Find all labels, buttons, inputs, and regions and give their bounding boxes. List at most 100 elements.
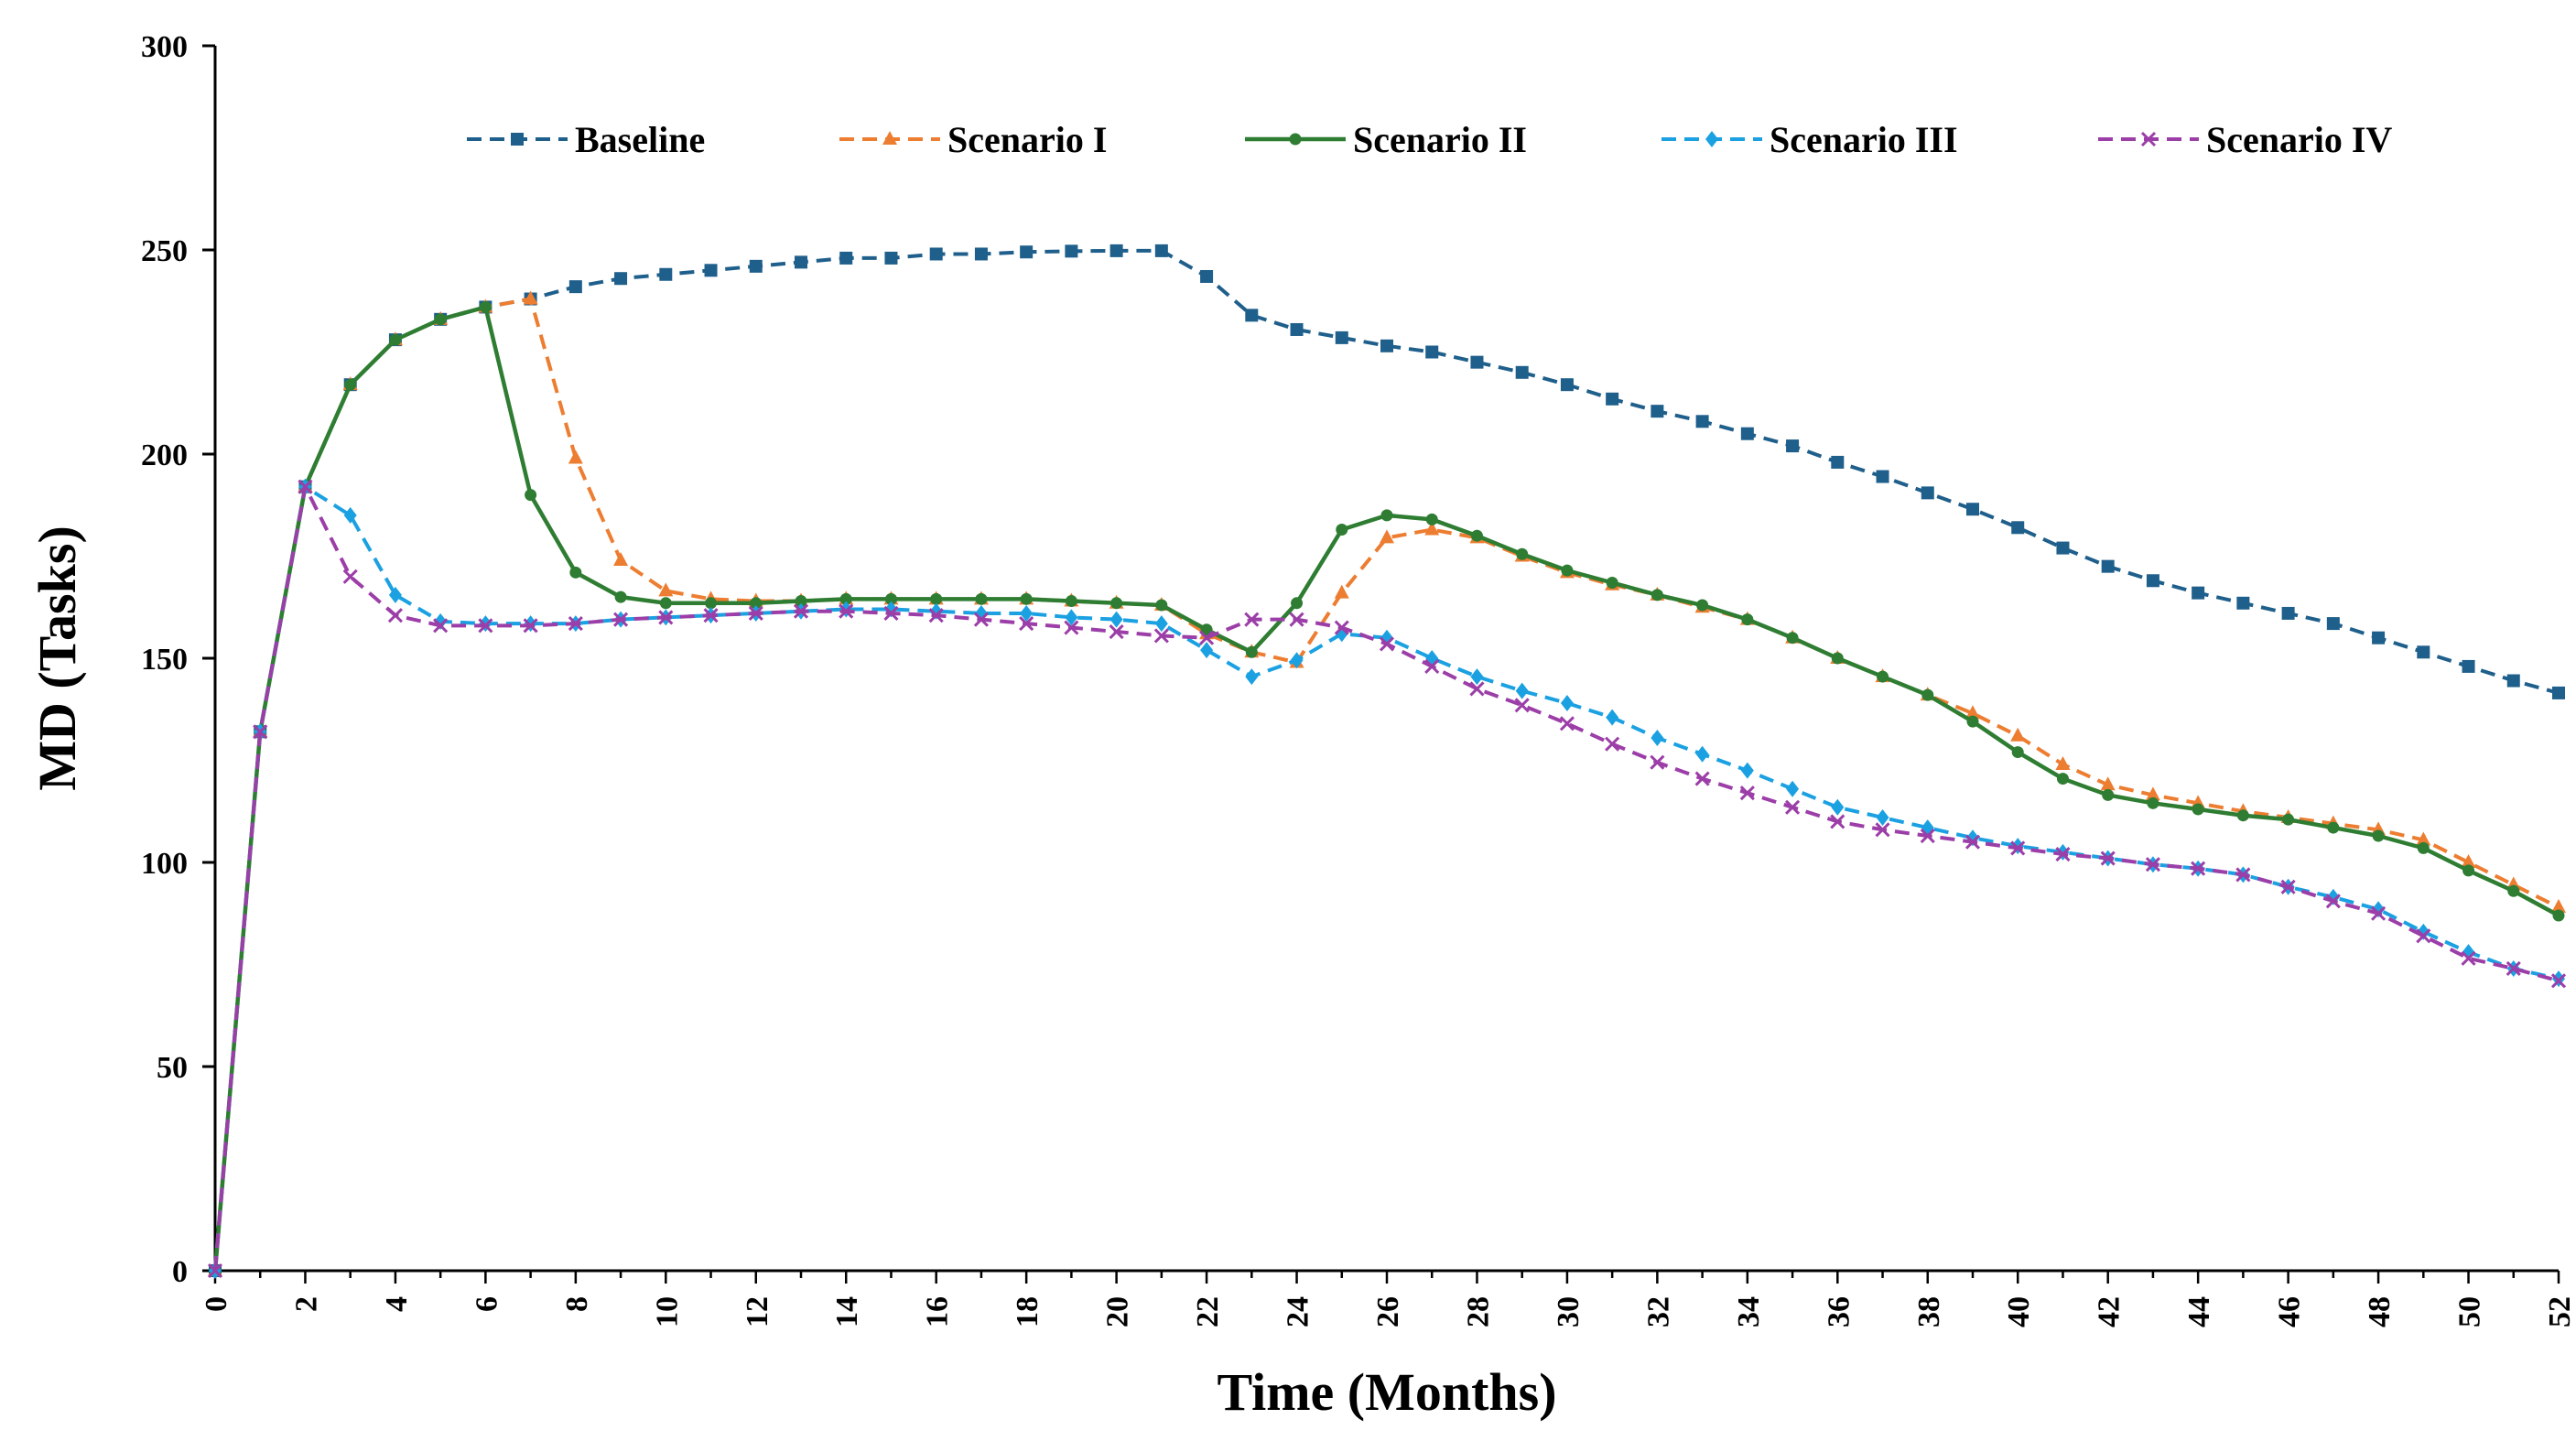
- series-line-baseline: [213, 248, 2560, 1272]
- data-point-scenario-ii: [2327, 821, 2340, 834]
- legend-marker-scenario-iv: [2140, 131, 2157, 147]
- y-tick-label: 300: [141, 30, 188, 64]
- data-point-scenario-i: [2055, 755, 2071, 770]
- x-tick-label: 42: [2093, 1296, 2127, 1327]
- x-tick-label: 22: [1191, 1296, 1225, 1327]
- data-point-baseline: [1154, 244, 1168, 257]
- data-point-baseline: [1470, 355, 1484, 369]
- data-point-scenario-ii: [2236, 809, 2249, 822]
- data-point-scenario-iii: [1200, 642, 1214, 659]
- data-point-baseline: [2372, 631, 2386, 645]
- data-point-baseline: [1876, 470, 1889, 483]
- data-point-scenario-iii: [1560, 695, 1574, 712]
- x-tick-label: 30: [1552, 1296, 1586, 1327]
- x-tick-label: 4: [380, 1296, 414, 1312]
- legend-label-baseline: Baseline: [575, 119, 705, 160]
- data-point-scenario-iv: [1153, 628, 1169, 644]
- data-point-scenario-ii: [2011, 746, 2024, 759]
- data-point-scenario-ii: [2147, 796, 2159, 809]
- data-point-scenario-iii: [1740, 762, 1754, 779]
- data-point-baseline: [1606, 392, 1619, 406]
- data-point-scenario-ii: [1561, 564, 1574, 577]
- data-point-scenario-i: [2100, 776, 2116, 791]
- data-point-scenario-iv: [298, 479, 313, 494]
- data-point-scenario-ii: [1741, 613, 1754, 626]
- data-point-scenario-i: [568, 450, 583, 464]
- data-point-scenario-ii: [750, 597, 763, 610]
- data-point-scenario-iv: [1019, 616, 1034, 632]
- data-point-baseline: [1921, 486, 1934, 500]
- data-point-baseline: [1515, 365, 1529, 379]
- x-tick-label: 12: [741, 1296, 774, 1327]
- data-point-baseline: [1380, 339, 1393, 352]
- data-point-scenario-iv: [478, 618, 493, 634]
- data-point-baseline: [2192, 586, 2205, 600]
- data-point-scenario-iv: [2325, 894, 2341, 909]
- x-tick-label: 34: [1732, 1296, 1766, 1327]
- data-point-scenario-iv: [1289, 612, 1304, 627]
- data-point-scenario-ii: [1380, 509, 1393, 522]
- legend-item-scenario-iv: Scenario IV: [2098, 119, 2392, 160]
- data-point-scenario-iii: [343, 506, 357, 524]
- data-point-baseline: [704, 264, 718, 277]
- data-point-scenario-ii: [795, 595, 807, 608]
- data-point-scenario-ii: [705, 597, 718, 610]
- series-scenario-iv: [207, 479, 2567, 1279]
- data-point-scenario-iv: [1514, 698, 1530, 713]
- data-point-scenario-ii: [1336, 524, 1348, 536]
- data-point-scenario-ii: [2372, 829, 2385, 842]
- data-point-scenario-iii: [1065, 609, 1078, 626]
- data-point-scenario-i: [2145, 786, 2160, 801]
- data-point-scenario-ii: [2417, 841, 2430, 854]
- data-point-baseline: [795, 255, 807, 269]
- data-point-baseline: [1065, 244, 1078, 258]
- data-point-baseline: [1786, 439, 1800, 453]
- data-point-baseline: [2552, 686, 2565, 699]
- legend-item-scenario-iii: Scenario III: [1661, 119, 1958, 160]
- data-point-scenario-iv: [1469, 681, 1485, 697]
- data-point-scenario-iii: [388, 586, 402, 603]
- data-point-scenario-i: [1965, 705, 1980, 720]
- data-point-scenario-ii: [2462, 864, 2475, 877]
- series-line-scenario-iii: [213, 484, 2560, 1272]
- series-scenario-i: [208, 290, 2566, 1276]
- data-point-scenario-iv: [658, 610, 674, 625]
- data-point-scenario-iv: [1875, 822, 1890, 838]
- data-point-scenario-ii: [2056, 773, 2069, 786]
- data-point-scenario-iv: [1694, 771, 1710, 786]
- data-point-scenario-iii: [1786, 780, 1800, 797]
- data-point-baseline: [1740, 427, 1754, 440]
- data-point-scenario-iv: [1739, 786, 1755, 801]
- data-point-scenario-iii: [1606, 709, 1619, 726]
- data-point-scenario-ii: [2552, 909, 2565, 922]
- data-point-scenario-iii: [1245, 668, 1259, 686]
- data-point-scenario-iv: [883, 605, 899, 622]
- data-point-baseline: [2056, 541, 2070, 555]
- data-point-baseline: [2101, 559, 2115, 573]
- x-tick-label: 48: [2363, 1296, 2397, 1327]
- x-tick-label: 28: [1461, 1296, 1495, 1327]
- data-point-baseline: [1966, 503, 1979, 516]
- data-point-scenario-iii: [1651, 729, 1664, 746]
- data-point-scenario-iii: [1290, 652, 1304, 669]
- data-point-baseline: [1335, 330, 1348, 344]
- data-point-scenario-ii: [2192, 803, 2204, 816]
- data-point-scenario-iv: [2235, 867, 2251, 883]
- data-point-scenario-ii: [884, 592, 897, 605]
- data-point-scenario-iv: [613, 612, 629, 627]
- data-point-scenario-ii: [434, 313, 447, 326]
- data-point-baseline: [568, 280, 582, 294]
- data-point-scenario-iv: [342, 569, 358, 584]
- legend-marker-scenario-i: [882, 131, 897, 145]
- data-point-baseline: [1200, 269, 1214, 283]
- data-point-scenario-iv: [2191, 861, 2206, 876]
- data-point-scenario-ii: [1921, 688, 1934, 701]
- data-point-scenario-iv: [2416, 928, 2431, 944]
- legend-marker-scenario-iii: [1705, 131, 1718, 147]
- data-point-scenario-i: [2461, 854, 2476, 868]
- data-point-scenario-ii: [1786, 632, 1799, 645]
- data-point-scenario-iv: [928, 608, 944, 623]
- data-point-scenario-iv: [2550, 973, 2567, 989]
- data-point-scenario-ii: [2102, 788, 2115, 801]
